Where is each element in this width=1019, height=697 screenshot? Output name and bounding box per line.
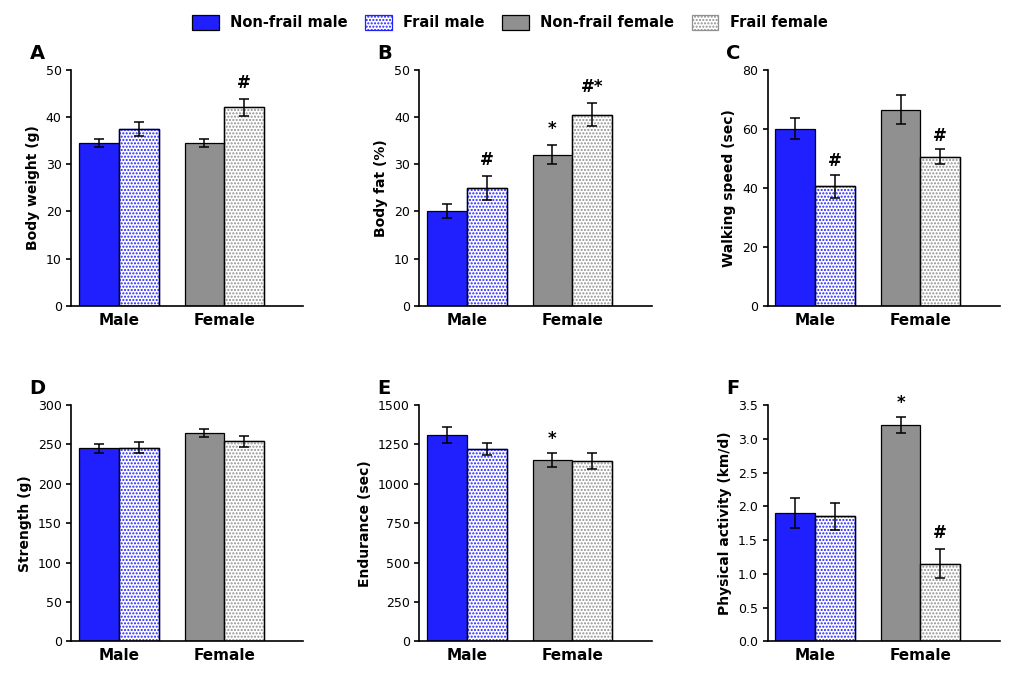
Bar [119, 447, 158, 641]
Bar [467, 187, 506, 306]
Bar [467, 449, 506, 641]
Bar [119, 447, 158, 641]
Bar [919, 564, 959, 641]
Bar [814, 186, 854, 306]
Bar [572, 461, 611, 641]
Bar [79, 143, 119, 306]
Bar [814, 516, 854, 641]
Text: #: # [932, 524, 947, 542]
Bar [224, 441, 264, 641]
Bar [814, 186, 854, 306]
Bar [467, 449, 506, 641]
Bar [184, 433, 224, 641]
Text: #: # [827, 152, 841, 170]
Y-axis label: Physical activity (km/d): Physical activity (km/d) [717, 431, 732, 615]
Text: #*: #* [580, 77, 603, 95]
Text: C: C [726, 44, 740, 63]
Bar [919, 157, 959, 306]
Legend: Non-frail male, Frail male, Non-frail female, Frail female: Non-frail male, Frail male, Non-frail fe… [184, 7, 835, 38]
Bar [79, 448, 119, 641]
Bar [572, 461, 611, 641]
Text: *: * [547, 430, 556, 448]
Bar [119, 129, 158, 306]
Y-axis label: Strength (g): Strength (g) [18, 475, 33, 572]
Text: #: # [479, 151, 493, 169]
Bar [224, 441, 264, 641]
Bar [224, 441, 264, 641]
Bar [814, 516, 854, 641]
Bar [224, 107, 264, 306]
Text: D: D [30, 379, 46, 398]
Bar [814, 516, 854, 641]
Bar [532, 460, 572, 641]
Bar [224, 107, 264, 306]
Bar [774, 129, 814, 306]
Text: B: B [377, 44, 392, 63]
Bar [427, 211, 467, 306]
Bar [467, 449, 506, 641]
Bar [119, 129, 158, 306]
Bar [224, 107, 264, 306]
Bar [919, 157, 959, 306]
Bar [919, 564, 959, 641]
Y-axis label: Walking speed (sec): Walking speed (sec) [721, 109, 736, 267]
Bar [879, 109, 919, 306]
Bar [919, 157, 959, 306]
Bar [184, 143, 224, 306]
Text: #: # [932, 127, 947, 145]
Bar [814, 186, 854, 306]
Text: E: E [377, 379, 390, 398]
Bar [774, 513, 814, 641]
Bar [879, 425, 919, 641]
Bar [919, 564, 959, 641]
Bar [572, 461, 611, 641]
Bar [467, 187, 506, 306]
Bar [467, 187, 506, 306]
Bar [572, 114, 611, 306]
Text: F: F [726, 379, 739, 398]
Bar [572, 114, 611, 306]
Bar [119, 447, 158, 641]
Bar [427, 435, 467, 641]
Text: *: * [896, 394, 904, 412]
Y-axis label: Body weight (g): Body weight (g) [26, 125, 40, 250]
Bar [532, 155, 572, 306]
Text: *: * [547, 120, 556, 138]
Text: A: A [30, 44, 45, 63]
Y-axis label: Body fat (%): Body fat (%) [374, 139, 388, 237]
Y-axis label: Endurance (sec): Endurance (sec) [358, 460, 372, 587]
Bar [119, 129, 158, 306]
Bar [572, 114, 611, 306]
Text: #: # [236, 74, 251, 92]
